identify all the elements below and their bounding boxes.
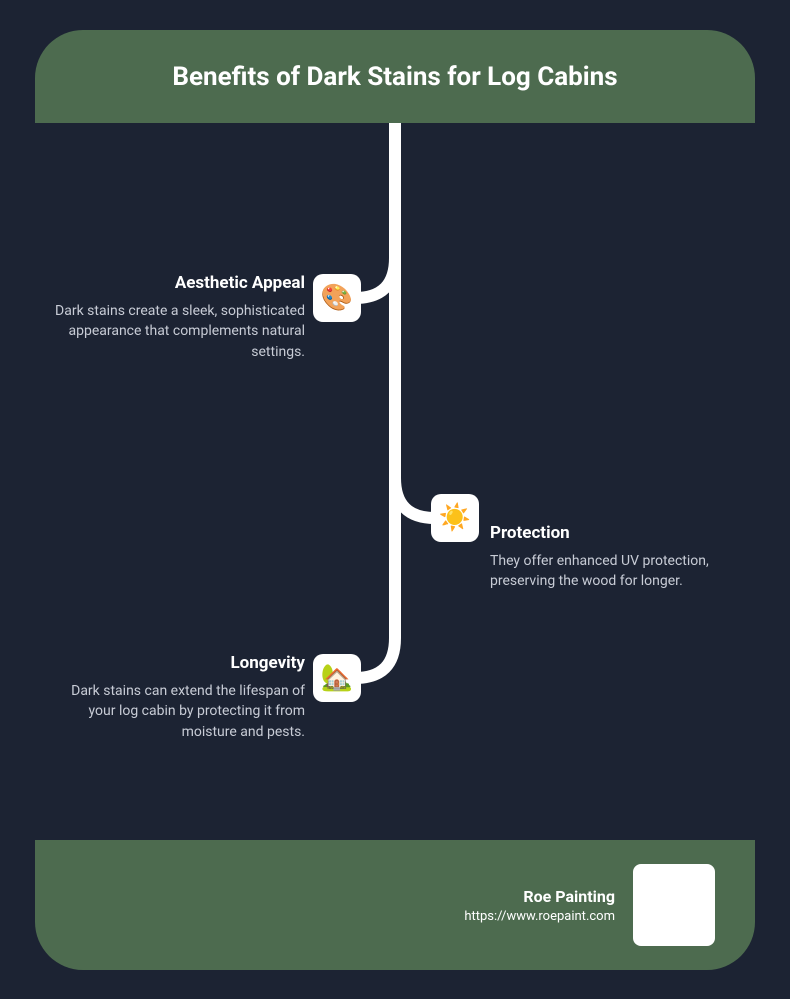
house-icon: 🏡 [313, 654, 361, 702]
node-protection: Protection They offer enhanced UV protect… [490, 523, 740, 592]
node-title: Longevity [55, 653, 305, 673]
company-name: Roe Painting [464, 887, 615, 906]
node-longevity: Longevity Dark stains can extend the life… [55, 653, 305, 742]
diagram-body: Aesthetic Appeal Dark stains create a sle… [35, 123, 755, 803]
company-url: https://www.roepaint.com [464, 909, 615, 924]
infographic-title: Benefits of Dark Stains for Log Cabins [95, 60, 695, 95]
node-desc: They offer enhanced UV protection, prese… [490, 551, 740, 592]
sun-icon: ☀️ [431, 494, 479, 542]
node-aesthetic: Aesthetic Appeal Dark stains create a sle… [55, 273, 305, 362]
infographic-footer: Roe Painting https://www.roepaint.com [35, 840, 755, 970]
infographic-card: Benefits of Dark Stains for Log Cabins A… [35, 30, 755, 970]
infographic-header: Benefits of Dark Stains for Log Cabins [35, 30, 755, 123]
node-desc: Dark stains create a sleek, sophisticate… [55, 301, 305, 362]
node-desc: Dark stains can extend the lifespan of y… [55, 681, 305, 742]
node-title: Protection [490, 523, 740, 543]
node-title: Aesthetic Appeal [55, 273, 305, 293]
footer-text: Roe Painting https://www.roepaint.com [464, 887, 615, 924]
palette-icon: 🎨 [313, 274, 361, 322]
logo-placeholder [633, 864, 715, 946]
